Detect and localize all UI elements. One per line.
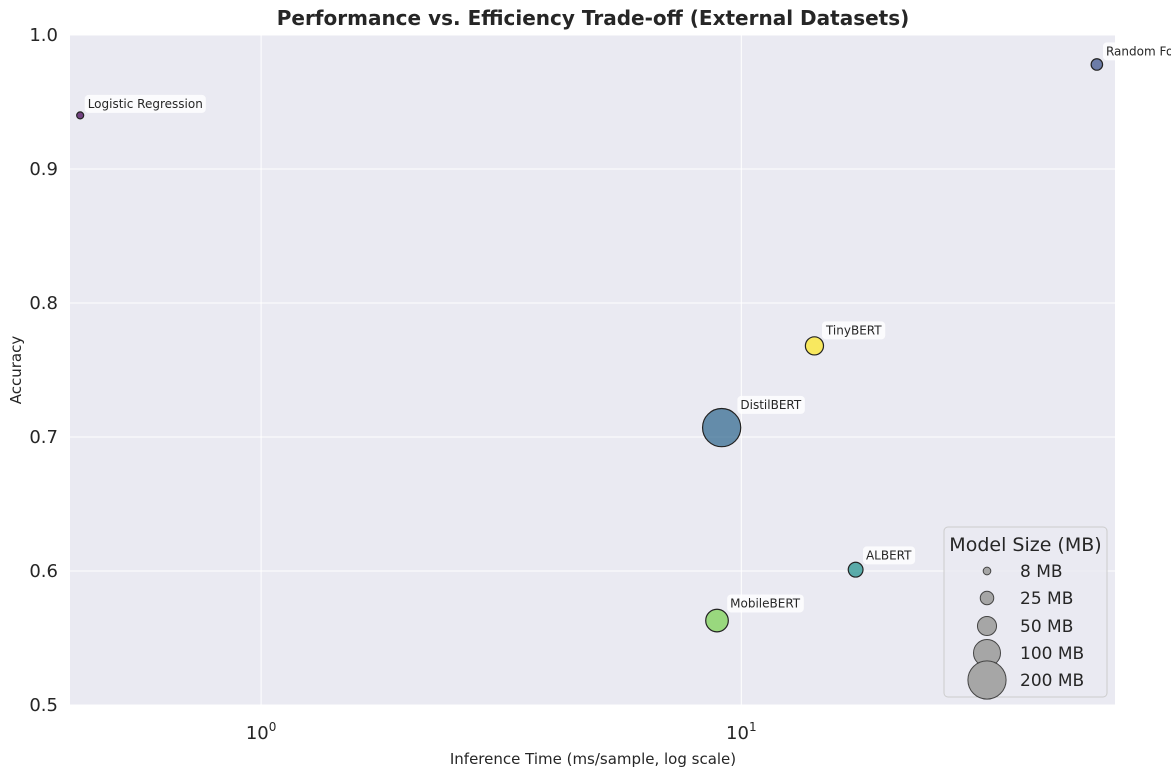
point-label: ALBERT — [866, 548, 912, 562]
label-tinybert: TinyBERT — [821, 321, 886, 340]
label-box — [1102, 42, 1171, 61]
label-albert: ALBERT — [862, 546, 916, 565]
point-random-forest — [1090, 58, 1104, 71]
data-points — [76, 58, 1104, 633]
point-label: Random Forest — [1106, 44, 1171, 58]
grid-lines — [70, 34, 1115, 706]
size-legend: Model Size (MB) 8 MB 25 MB 50 MB 100 MB 200 M… — [943, 526, 1108, 700]
plot-area — [70, 35, 1115, 705]
point-label: Logistic Regression — [88, 97, 203, 111]
legend-marker — [982, 566, 992, 576]
point-logistic-regression — [76, 111, 85, 120]
legend-marker — [979, 590, 995, 606]
label-random-forest: Random Forest — [1102, 42, 1171, 61]
x-tick-label: 100 — [246, 720, 277, 744]
label-box — [727, 594, 804, 613]
axis-ticks: 0.5 0.6 0.7 0.8 0.9 1.0 100 101 — [29, 25, 756, 744]
chart-title: Performance vs. Efficiency Trade-off (Ex… — [277, 6, 910, 30]
label-box — [84, 94, 206, 113]
label-mobilebert: MobileBERT — [727, 594, 804, 613]
x-axis-label: Inference Time (ms/sample, log scale) — [450, 750, 736, 768]
legend-entry-label: 100 MB — [1020, 644, 1084, 664]
legend-title: Model Size (MB) — [949, 534, 1101, 556]
point-tinybert — [804, 336, 825, 356]
label-box — [737, 395, 805, 414]
legend-marker — [976, 615, 998, 637]
y-tick-label: 1.0 — [29, 25, 58, 46]
legend-entry-label: 200 MB — [1020, 671, 1084, 691]
point-label: TinyBERT — [825, 323, 882, 337]
legend-entry-label: 25 MB — [1020, 589, 1073, 609]
y-tick-label: 0.5 — [29, 695, 58, 716]
y-tick-label: 0.7 — [29, 427, 58, 448]
label-distilbert: DistilBERT — [737, 395, 805, 414]
y-axis-label: Accuracy — [7, 336, 25, 405]
legend-marker — [967, 660, 1007, 700]
label-box — [862, 546, 916, 565]
point-label: MobileBERT — [730, 596, 801, 610]
label-box — [821, 321, 886, 340]
y-tick-label: 0.8 — [29, 293, 58, 314]
point-label: DistilBERT — [740, 398, 801, 412]
label-logistic-regression: Logistic Regression — [84, 94, 206, 113]
x-tick-label: 101 — [726, 720, 757, 744]
y-tick-label: 0.6 — [29, 561, 58, 582]
point-distilbert — [701, 407, 742, 448]
point-labels: Logistic Regression Random Forest TinyBERT… — [84, 42, 1171, 613]
legend-entry-label: 8 MB — [1020, 562, 1063, 582]
point-mobilebert — [705, 608, 729, 633]
point-albert — [847, 561, 864, 578]
legend-entry-label: 50 MB — [1020, 617, 1073, 637]
y-tick-label: 0.9 — [29, 159, 58, 180]
